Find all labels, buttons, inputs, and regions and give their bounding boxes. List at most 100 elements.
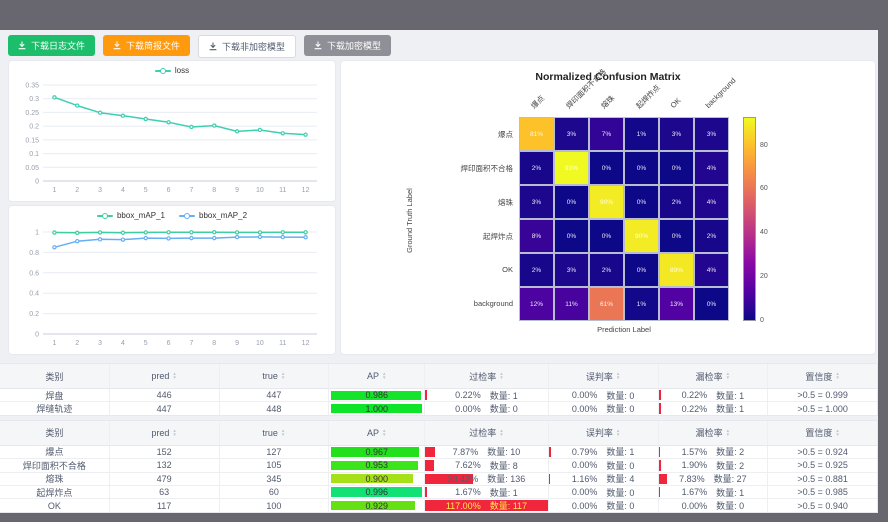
sort-icon: ▲ ▼ — [499, 428, 504, 437]
class-cell: 爆点 — [0, 445, 110, 459]
column-header-误判率[interactable]: 误判率 ▲ ▼ — [549, 364, 659, 388]
rate-value: 0.00% — [681, 500, 708, 511]
column-label: true — [262, 371, 278, 381]
matrix-cell: 90% — [624, 219, 659, 253]
table-row: 熔珠 479 345 0.900 39.42% 数量: 136 1.16% 数量: 4 7.83… — [0, 472, 877, 486]
column-header-过检率[interactable]: 过检率 ▲ ▼ — [425, 420, 549, 445]
column-header-pred[interactable]: pred ▲ ▼ — [110, 420, 220, 445]
column-header-误判率[interactable]: 误判率 ▲ ▼ — [549, 420, 659, 445]
sort-icon: ▲ ▼ — [172, 428, 177, 437]
rate-count: 数量: 0 — [606, 390, 635, 401]
column-header-pred[interactable]: pred ▲ ▼ — [110, 364, 220, 388]
rate-value: 0.22% — [681, 403, 708, 414]
legend-item-loss[interactable]: loss — [154, 66, 190, 75]
column-header-置信度[interactable]: 置信度 ▲ ▼ — [768, 421, 877, 445]
svg-text:0: 0 — [35, 332, 39, 339]
column-header-AP[interactable]: AP ▲ ▼ — [329, 420, 426, 445]
rate-text: 0.79% 数量: 1 — [572, 446, 635, 458]
download-icon — [209, 42, 217, 51]
column-header-置信度[interactable]: 置信度 ▲ ▼ — [768, 364, 877, 388]
rate-value: 7.87% — [452, 446, 479, 457]
ap-bar — [331, 487, 422, 497]
matrix-col-label: OK — [668, 95, 683, 110]
miss-rate-cell: 0.22% 数量: 1 — [658, 402, 769, 415]
matrix-cell: 13% — [659, 287, 694, 321]
rate-text: 0.22% 数量: 1 — [455, 389, 518, 401]
confidence-cell: >0.5 = 0.985 — [797, 487, 848, 498]
matrix-cell: 2% — [659, 185, 694, 219]
download-icon — [314, 41, 322, 50]
matrix-cell-value: 93% — [564, 164, 578, 172]
misjudge-rate-cell: 0.00% 数量: 0 — [549, 459, 659, 472]
column-header-true[interactable]: true ▲ ▼ — [220, 364, 330, 388]
matrix-cell: 12% — [519, 287, 554, 321]
ap-cell: 1.000 — [329, 402, 426, 415]
legend-label: loss — [174, 66, 190, 75]
misjudge-rate-cell: 0.00% 数量: 0 — [549, 389, 659, 402]
sort-icon: ▲ ▼ — [280, 371, 286, 380]
confusion-matrix-title: Normalized Confusion Matrix — [535, 71, 681, 83]
rate-count: 数量: 136 — [487, 474, 526, 485]
confidence-cell: >0.5 = 0.940 — [797, 500, 848, 511]
rate-count: 数量: 0 — [716, 501, 745, 512]
ap-cell: 0.929 — [329, 499, 426, 512]
rate-count: 数量: 1 — [716, 390, 745, 401]
matrix-cell-value: 0% — [566, 232, 577, 240]
rate-value: 0.00% — [571, 487, 598, 498]
ap-value: 0.967 — [365, 446, 388, 457]
misjudge-rate-cell: 0.79% 数量: 1 — [548, 445, 659, 459]
rate-bar — [425, 446, 435, 458]
class-cell: 起焊炸点 — [0, 485, 110, 499]
metrics-table-2: 类别 pred ▲ ▼ true ▲ ▼ AP ▲ ▼ 过检率 ▲ ▼ 误判率 ▲ ▼ 漏检率 ▲ ▼ 置信度 ▲ ▼ 爆点… — [0, 419, 878, 513]
matrix-cell: 0% — [659, 151, 694, 185]
download-encrypted-model-button[interactable]: 下载加密模型 — [304, 35, 392, 56]
rate-value: 7.83% — [679, 473, 705, 484]
matrix-cell-value: 13% — [669, 300, 683, 308]
value-cell: 446 — [110, 389, 220, 402]
column-label: 漏检率 — [695, 428, 723, 439]
column-label: 置信度 — [805, 371, 833, 382]
miss-rate-cell: 0.22% 数量: 1 — [658, 389, 769, 402]
rate-text: 0.22% 数量: 1 — [681, 402, 745, 415]
rate-text: 7.83% 数量: 27 — [679, 473, 747, 485]
legend-item-bbox_mAP_1[interactable]: bbox_mAP_1 — [96, 211, 165, 220]
legend-line-icon — [96, 212, 113, 220]
matrix-cell: 2% — [519, 253, 554, 287]
miss-rate-cell: 0.00% 数量: 0 — [659, 499, 769, 512]
misjudge-rate-cell: 0.00% 数量: 0 — [549, 402, 659, 415]
loss-chart: 00.050.10.150.20.250.30.351 2 3 4 5 6 7 8 9 10 11 1… — [25, 83, 317, 194]
matrix-cell-value: 3% — [671, 130, 682, 138]
download-log-file-button[interactable]: 下载日志文件 — [8, 35, 96, 56]
download-report-file-button[interactable]: 下载简报文件 — [103, 35, 191, 56]
rate-text: 0.00% 数量: 0 — [681, 499, 745, 512]
button-label: 下载日志文件 — [31, 41, 86, 51]
rate-text: 1.57% 数量: 2 — [682, 446, 745, 458]
miss-rate-cell: 1.90% 数量: 2 — [658, 459, 769, 472]
download-unencrypted-model-button[interactable]: 下载非加密模型 — [198, 35, 297, 58]
column-header-过检率[interactable]: 过检率 ▲ ▼ — [425, 364, 549, 388]
matrix-cell-value: 0% — [601, 232, 612, 240]
sort-icon: ▲ ▼ — [172, 371, 177, 380]
matrix-cell: 0% — [624, 185, 659, 219]
legend-item-bbox_mAP_2[interactable]: bbox_mAP_2 — [179, 211, 247, 220]
matrix-cell-value: 8% — [531, 232, 542, 240]
map-chart-legend: bbox_mAP_1 bbox_mAP_2 — [9, 211, 335, 220]
matrix-cell-value: 0% — [566, 198, 577, 206]
rate-text: 0.00% 数量: 0 — [572, 486, 635, 498]
column-header-true[interactable]: true ▲ ▼ — [220, 420, 330, 445]
column-header-AP[interactable]: AP ▲ ▼ — [329, 364, 426, 388]
ap-cell: 0.953 — [329, 459, 426, 472]
column-header-漏检率[interactable]: 漏检率 ▲ ▼ — [659, 420, 769, 445]
metrics-tables: 类别 pred ▲ ▼ true ▲ ▼ AP ▲ ▼ 过检率 ▲ ▼ 误判率 ▲ ▼ 漏检率 ▲ ▼ 置信度 ▲ ▼ 焊盘… — [0, 363, 878, 517]
rate-value: 39.42% — [447, 473, 479, 484]
svg-text:9: 9 — [235, 187, 239, 194]
value-cell: 447 — [220, 389, 330, 402]
class-cell: 熔珠 — [0, 472, 110, 485]
matrix-cell-value: 2% — [671, 198, 682, 206]
confidence-cell: >0.5 = 1.000 — [797, 403, 848, 414]
rate-text: 39.42% 数量: 136 — [448, 473, 526, 485]
svg-text:2: 2 — [75, 340, 79, 347]
column-header-漏检率[interactable]: 漏检率 ▲ ▼ — [659, 364, 769, 388]
column-header-class: 类别 — [0, 420, 110, 445]
matrix-cell: 4% — [694, 185, 729, 219]
